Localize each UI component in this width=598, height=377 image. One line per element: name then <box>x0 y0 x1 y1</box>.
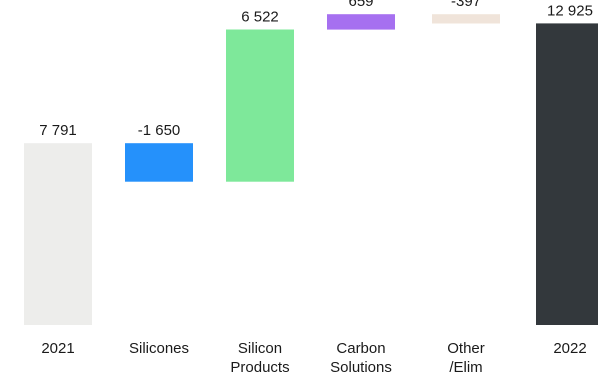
bar-2 <box>226 29 294 182</box>
data-label-5: 12 925 <box>547 2 593 19</box>
category-label-3-1: Solutions <box>330 359 392 376</box>
bar-4 <box>432 14 500 24</box>
data-label-2: 6 522 <box>241 9 279 26</box>
category-label-1: Silicones <box>129 340 189 357</box>
category-label-4-0: Other <box>447 340 485 357</box>
category-label-2-0: Silicon <box>238 340 282 357</box>
category-label-2-1: Products <box>230 359 289 376</box>
bar-3 <box>327 14 395 30</box>
category-label-4-1: /Elim <box>449 359 482 376</box>
bar-0 <box>24 143 92 325</box>
data-label-3: 659 <box>348 0 373 10</box>
category-label-0: 2021 <box>41 340 74 357</box>
category-label-3-0: Carbon <box>336 340 385 357</box>
data-label-4: -397 <box>451 0 481 10</box>
category-label-5: 2022 <box>553 340 586 357</box>
data-label-0: 7 791 <box>39 122 77 139</box>
bar-1 <box>125 143 193 182</box>
bar-5 <box>536 23 598 326</box>
data-label-1: -1 650 <box>138 122 181 139</box>
chart-marks: 7 791 2021 -1 650 Silicones 6 522 Silicon Prod… <box>24 0 598 376</box>
